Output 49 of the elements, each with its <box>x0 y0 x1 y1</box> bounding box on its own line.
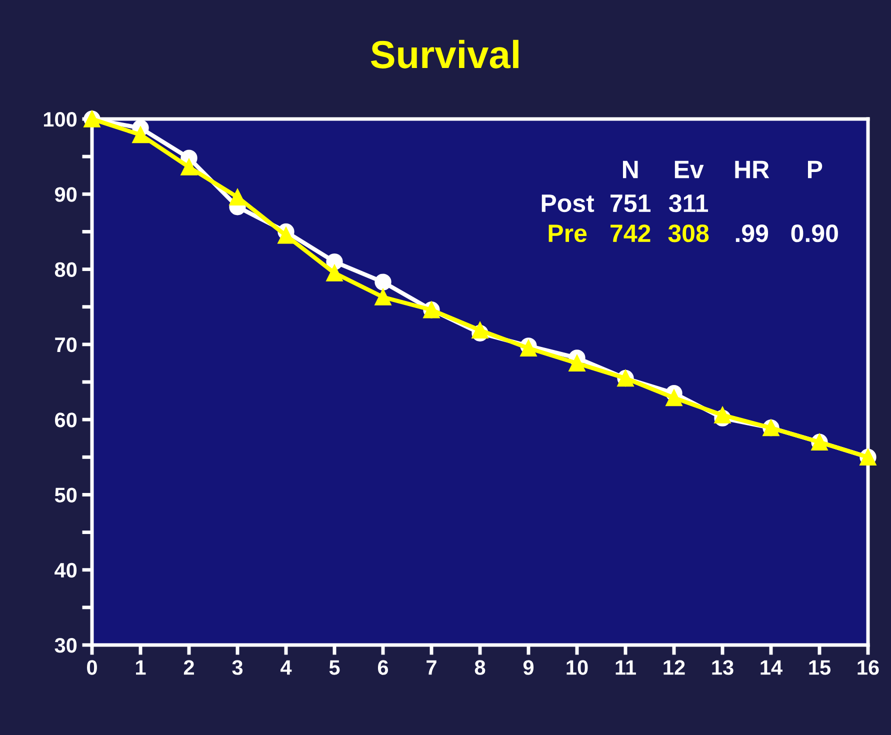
point <box>374 288 392 306</box>
point <box>180 158 198 176</box>
x-tick-label: 5 <box>329 660 340 675</box>
x-tick-label: 0 <box>87 660 97 675</box>
annotation: HR <box>735 160 770 178</box>
annotation: .99 <box>736 224 768 242</box>
annotation: N <box>622 160 638 178</box>
y-tick-label: 70 <box>55 337 77 352</box>
x-tick-label: 13 <box>712 660 734 675</box>
y-tick-label: 50 <box>54 488 77 502</box>
point <box>278 227 294 244</box>
point <box>326 264 343 282</box>
x-tick-label: 10 <box>566 660 588 675</box>
x-tick-label: 14 <box>760 660 782 675</box>
annotation: 751 <box>610 194 651 212</box>
point <box>666 389 682 406</box>
annotation: P <box>808 160 822 178</box>
annotation: 311 <box>668 194 708 212</box>
text: Pre <box>548 224 587 242</box>
point <box>714 406 731 424</box>
y-tick-label: 100 <box>44 112 77 127</box>
point <box>568 354 586 372</box>
point <box>374 274 392 290</box>
y-tick-label: 80 <box>54 262 77 278</box>
x-tick-label: 6 <box>378 660 388 675</box>
x-tick-label: 3 <box>232 660 243 675</box>
annotation: 742 <box>610 224 650 242</box>
chart-title: Survival <box>370 40 518 68</box>
y-tick-label: 90 <box>54 187 77 202</box>
x-tick-label: 16 <box>858 660 879 675</box>
x-tick-label: 7 <box>426 660 436 675</box>
x-tick-label: 4 <box>280 660 292 675</box>
y-tick-label: 30 <box>54 638 77 653</box>
x-tick-label: 12 <box>664 660 685 675</box>
x-tick-label: 9 <box>523 660 534 675</box>
y-tick-label: 40 <box>54 562 77 578</box>
text: Post <box>542 194 594 212</box>
annotation: Ev <box>674 160 704 178</box>
point <box>229 188 246 206</box>
annotation: 0.90 <box>791 224 838 242</box>
point <box>132 126 149 144</box>
x-tick-label: 11 <box>616 660 636 675</box>
annotation: 308 <box>668 224 709 242</box>
x-tick-label: 15 <box>809 660 831 675</box>
point <box>472 322 488 338</box>
x-tick-label: 8 <box>474 660 486 675</box>
x-tick-label: 1 <box>136 660 146 675</box>
y-tick-label: 60 <box>55 412 77 428</box>
x-tick-label: 2 <box>184 660 194 675</box>
